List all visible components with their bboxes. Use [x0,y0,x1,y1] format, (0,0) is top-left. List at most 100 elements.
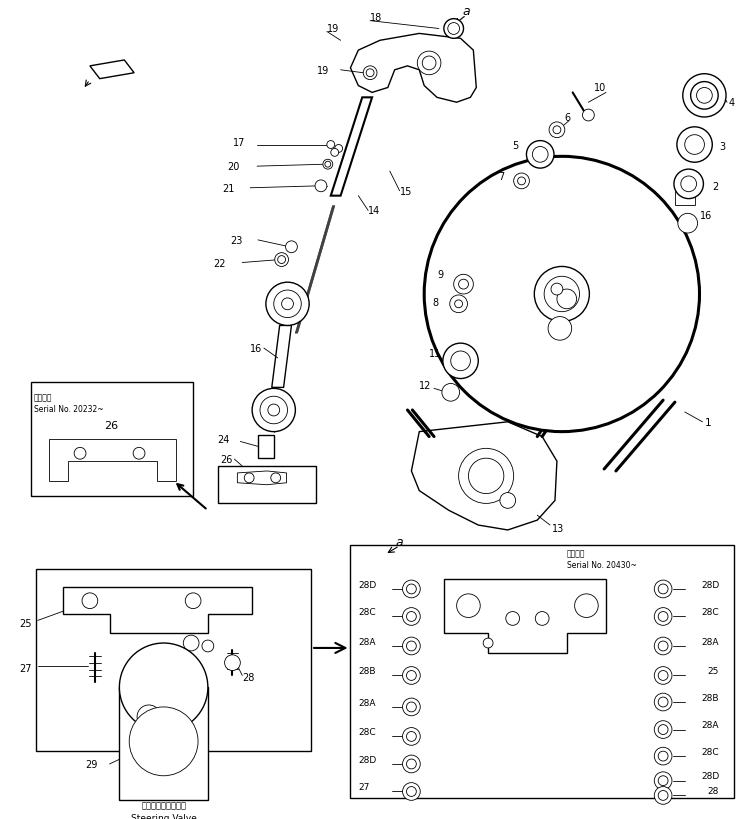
Circle shape [244,473,254,483]
Text: 11: 11 [428,349,441,359]
Text: 28C: 28C [358,727,376,736]
Text: 15: 15 [400,187,412,197]
Text: 28C: 28C [702,747,719,756]
Circle shape [363,67,377,80]
Text: 12: 12 [419,381,431,391]
Circle shape [658,776,668,785]
Text: 28A: 28A [702,637,719,645]
Circle shape [459,280,468,290]
Circle shape [325,162,331,168]
Bar [350,545,734,799]
Circle shape [654,581,672,598]
Circle shape [422,57,436,70]
Circle shape [500,493,516,509]
Circle shape [443,344,478,379]
Circle shape [278,256,285,265]
Circle shape [658,584,668,594]
Text: 18: 18 [370,12,383,23]
Polygon shape [411,423,557,531]
Text: 1: 1 [704,418,711,428]
Text: 28A: 28A [702,720,719,729]
Text: 25: 25 [20,618,32,629]
Circle shape [403,699,420,716]
Circle shape [183,636,199,651]
Text: 20: 20 [227,162,240,172]
Circle shape [407,671,416,681]
Text: 28C: 28C [702,608,719,617]
Circle shape [517,178,526,186]
Bar [675,192,694,206]
Text: 26: 26 [105,420,118,430]
Circle shape [456,594,480,618]
Circle shape [403,728,420,745]
Text: ステアリングバルブ: ステアリングバルブ [141,801,186,810]
Circle shape [407,612,416,622]
Polygon shape [350,34,477,103]
Circle shape [553,127,561,134]
Text: FWD: FWD [99,66,124,75]
Circle shape [697,88,712,104]
Text: 4: 4 [729,98,735,108]
Circle shape [315,181,327,192]
Text: 2: 2 [712,182,718,192]
Text: 8: 8 [433,297,439,307]
Circle shape [424,157,700,432]
Circle shape [331,149,339,157]
Circle shape [274,291,301,319]
Polygon shape [90,61,134,79]
Circle shape [557,290,577,310]
Bar [120,687,208,800]
Circle shape [403,637,420,655]
Circle shape [681,177,697,192]
Circle shape [535,612,549,626]
Text: 9: 9 [437,270,444,280]
Circle shape [407,584,416,594]
Text: 27: 27 [20,663,32,672]
Text: 23: 23 [230,236,243,246]
Circle shape [185,593,201,609]
Circle shape [268,405,279,416]
Circle shape [535,267,590,322]
Bar [218,467,316,504]
Circle shape [658,641,668,651]
Circle shape [683,75,726,118]
Circle shape [417,52,441,75]
Text: 28: 28 [242,672,255,682]
Circle shape [684,135,704,155]
Text: 28D: 28D [701,580,719,589]
Text: 5: 5 [512,140,518,151]
Circle shape [144,655,179,690]
Bar [258,435,274,459]
Circle shape [448,24,459,35]
Text: 6: 6 [565,113,571,123]
Circle shape [130,707,198,776]
Circle shape [82,593,98,609]
Circle shape [658,751,668,761]
Text: 26: 26 [221,455,233,464]
Text: 25: 25 [708,666,719,675]
Circle shape [74,448,86,459]
Circle shape [282,299,294,310]
Circle shape [677,128,712,163]
Circle shape [407,731,416,741]
Text: a: a [396,536,404,549]
Text: 28D: 28D [701,771,719,781]
Text: 16: 16 [250,344,262,354]
Text: 22: 22 [213,258,225,268]
Text: Serial No. 20430~: Serial No. 20430~ [567,560,636,569]
Circle shape [137,705,160,729]
Text: Steering Valve: Steering Valve [131,812,197,819]
Polygon shape [272,326,291,388]
Circle shape [407,786,416,796]
Circle shape [170,719,186,735]
Polygon shape [49,440,176,482]
Text: 24: 24 [218,435,230,445]
Text: 16: 16 [700,211,712,221]
Circle shape [403,667,420,685]
Circle shape [451,351,471,371]
Polygon shape [63,587,252,633]
Circle shape [403,608,420,626]
Circle shape [575,594,598,618]
Circle shape [271,473,281,483]
Text: 3: 3 [719,143,725,152]
